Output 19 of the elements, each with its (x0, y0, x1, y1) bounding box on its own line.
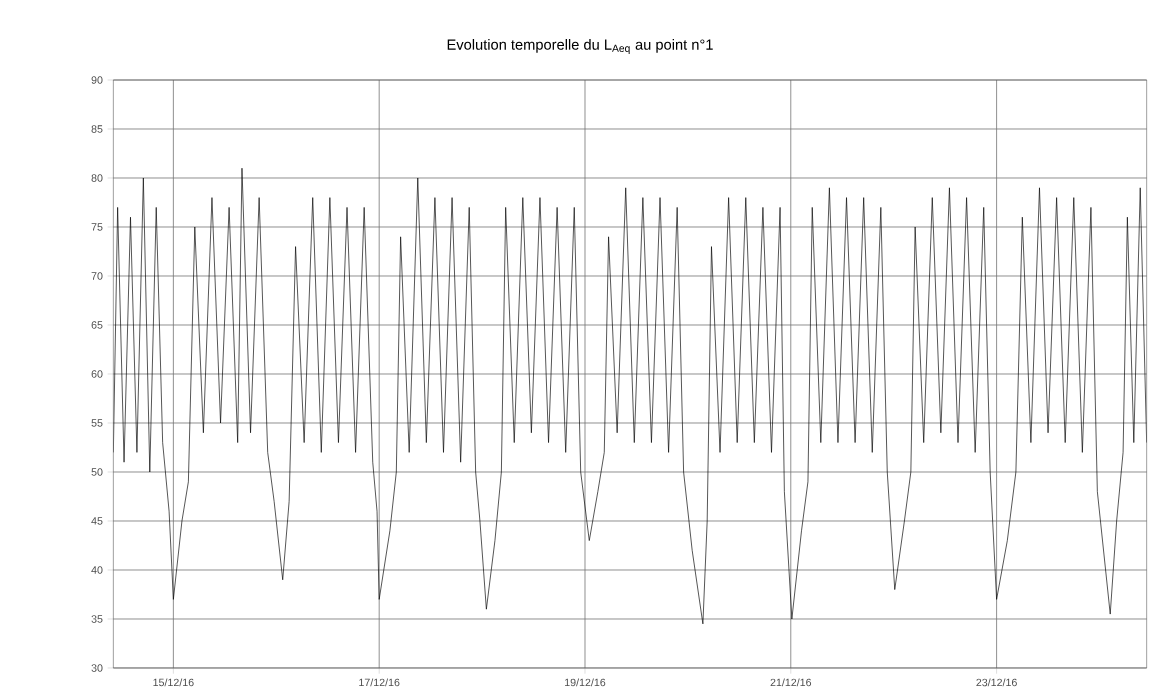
x-tick-label: 21/12/16 (770, 678, 812, 687)
y-tick-label: 55 (91, 419, 103, 427)
y-tick-label: 65 (91, 321, 103, 329)
y-tick-label: 70 (91, 272, 103, 280)
y-tick-label: 30 (91, 664, 103, 672)
y-tick-label: 50 (91, 468, 103, 476)
x-tick-label: 17/12/16 (359, 678, 400, 687)
y-tick-label: 60 (91, 370, 103, 378)
y-tick-label: 35 (91, 615, 103, 623)
y-tick-label: 90 (91, 76, 103, 84)
chart-title: Evolution temporelle du L$_{Aeq}$ au point n°1 (447, 39, 713, 54)
y-tick-label: 40 (91, 566, 103, 574)
y-tick-label: 85 (91, 125, 103, 133)
y-tick-label: 80 (91, 174, 103, 182)
y-tick-label: 75 (91, 223, 103, 231)
x-tick-label: 23/12/16 (976, 678, 1017, 687)
x-tick-label: 15/12/16 (153, 678, 194, 687)
x-tick-label: 19/12/16 (565, 678, 606, 687)
y-tick-label: 45 (91, 517, 103, 525)
